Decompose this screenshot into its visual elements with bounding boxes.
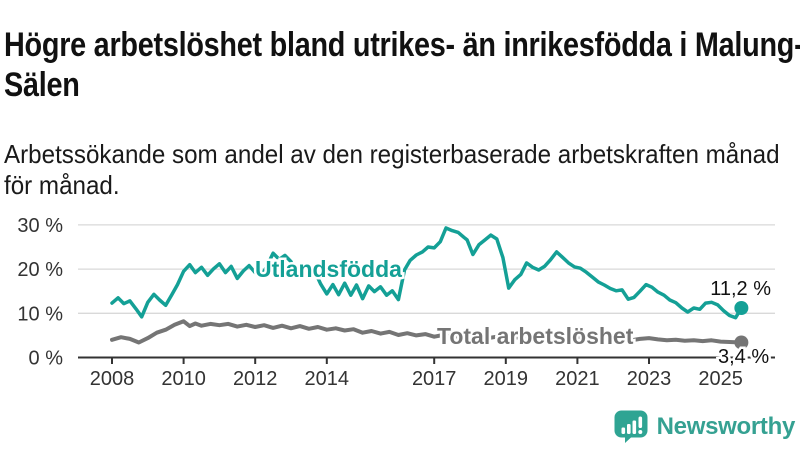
y-axis-label-0: 0 % (29, 348, 64, 370)
y-axis-label-20: 20 % (17, 259, 63, 281)
x-axis-label-2021: 2021 (555, 368, 600, 390)
y-axis-label-10: 10 % (17, 303, 63, 325)
end-dot-total (734, 335, 749, 350)
series-line-utlandsfodda (110, 226, 744, 320)
end-value-label-utlandsfodda: 11,2 % (710, 278, 771, 300)
page-title: Högre arbetslöshet bland utrikes- än inr… (4, 25, 800, 104)
series-label-total: Total arbetslöshet (437, 323, 634, 349)
brand-wordmark: Newsworthy (656, 412, 796, 440)
x-axis-label-2010: 2010 (161, 368, 206, 390)
x-axis-label-2008: 2008 (90, 368, 135, 390)
series-line-total (110, 319, 744, 345)
newsworthy-logo: Newsworthy (614, 410, 795, 443)
end-value-label-total: 3,4 % (718, 346, 769, 368)
bar-chart-speech-bubble-icon (614, 410, 648, 443)
x-axis-label-2019: 2019 (484, 368, 529, 390)
x-axis-label-2017: 2017 (412, 368, 457, 390)
x-axis-label-2023: 2023 (627, 368, 672, 390)
chart-subtitle: Arbetssökande som andel av den registerb… (4, 139, 780, 200)
series-label-utlandsfodda: Utlandsfödda (255, 256, 402, 282)
end-dot-utlandsfodda (734, 300, 749, 315)
x-axis-label-2025: 2025 (698, 368, 743, 390)
x-axis-label-2014: 2014 (305, 368, 350, 390)
x-axis-label-2012: 2012 (233, 368, 278, 390)
y-axis-label-30: 30 % (17, 215, 63, 237)
